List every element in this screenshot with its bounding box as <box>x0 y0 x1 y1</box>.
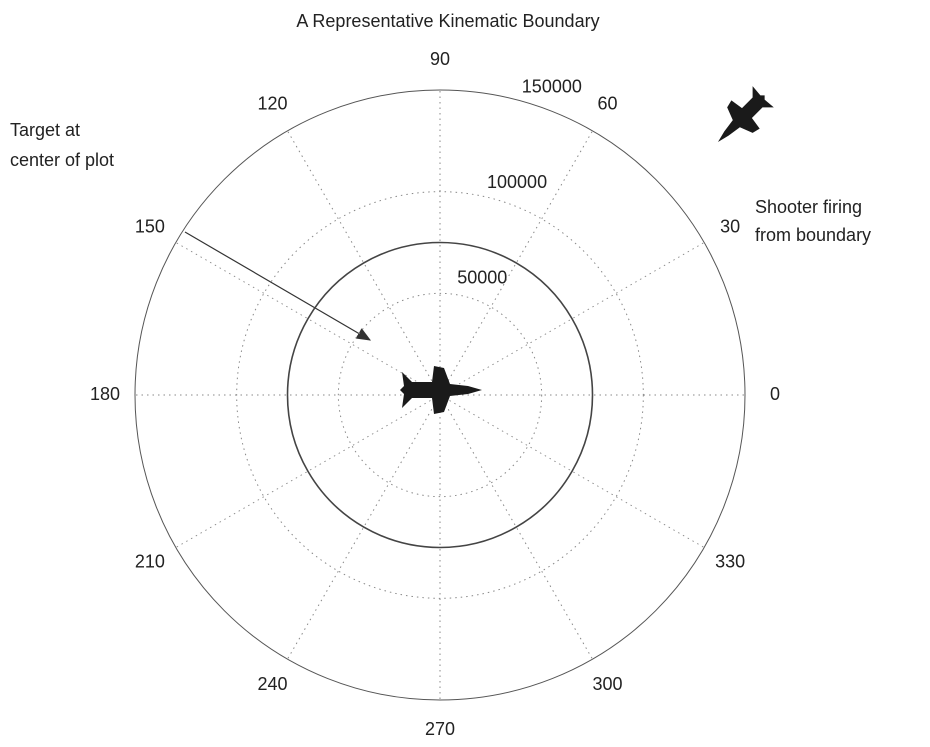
grid-ring <box>236 191 644 599</box>
theta-tick-label: 90 <box>430 49 450 69</box>
grid-spoke <box>287 130 441 396</box>
grid-spoke <box>287 394 441 660</box>
grid-spoke <box>439 130 593 396</box>
grid-spoke <box>439 394 705 548</box>
annotation: Shooter firing <box>755 197 862 217</box>
grid-ring <box>337 292 543 498</box>
boundary-line <box>286 241 594 549</box>
grid-ring <box>134 89 746 701</box>
r-tick-label: 100000 <box>487 172 547 192</box>
target-jet <box>400 366 482 414</box>
theta-tick-label: 150 <box>135 216 165 236</box>
theta-tick-label: 270 <box>425 719 455 739</box>
theta-tick-label: 60 <box>597 94 617 114</box>
chart-title: A Representative Kinematic Boundary <box>296 11 599 31</box>
theta-tick-label: 0 <box>770 384 780 404</box>
grid-spoke <box>175 394 441 548</box>
grid-spoke <box>439 242 705 396</box>
grid-spoke <box>439 394 593 660</box>
grid-spoke <box>175 242 441 396</box>
r-tick-label: 50000 <box>457 268 507 288</box>
theta-tick-label: 180 <box>90 384 120 404</box>
annotation: Target at <box>10 120 80 140</box>
shooter-jet <box>717 86 774 143</box>
theta-tick-label: 240 <box>257 674 287 694</box>
theta-tick-label: 300 <box>592 674 622 694</box>
r-tick-label: 150000 <box>522 76 582 96</box>
annotation: from boundary <box>755 225 871 245</box>
theta-tick-label: 330 <box>715 551 745 571</box>
theta-tick-label: 210 <box>135 551 165 571</box>
annotation-arrow <box>184 231 372 341</box>
annotation: center of plot <box>10 150 114 170</box>
theta-tick-label: 30 <box>720 216 740 236</box>
theta-tick-label: 120 <box>257 94 287 114</box>
